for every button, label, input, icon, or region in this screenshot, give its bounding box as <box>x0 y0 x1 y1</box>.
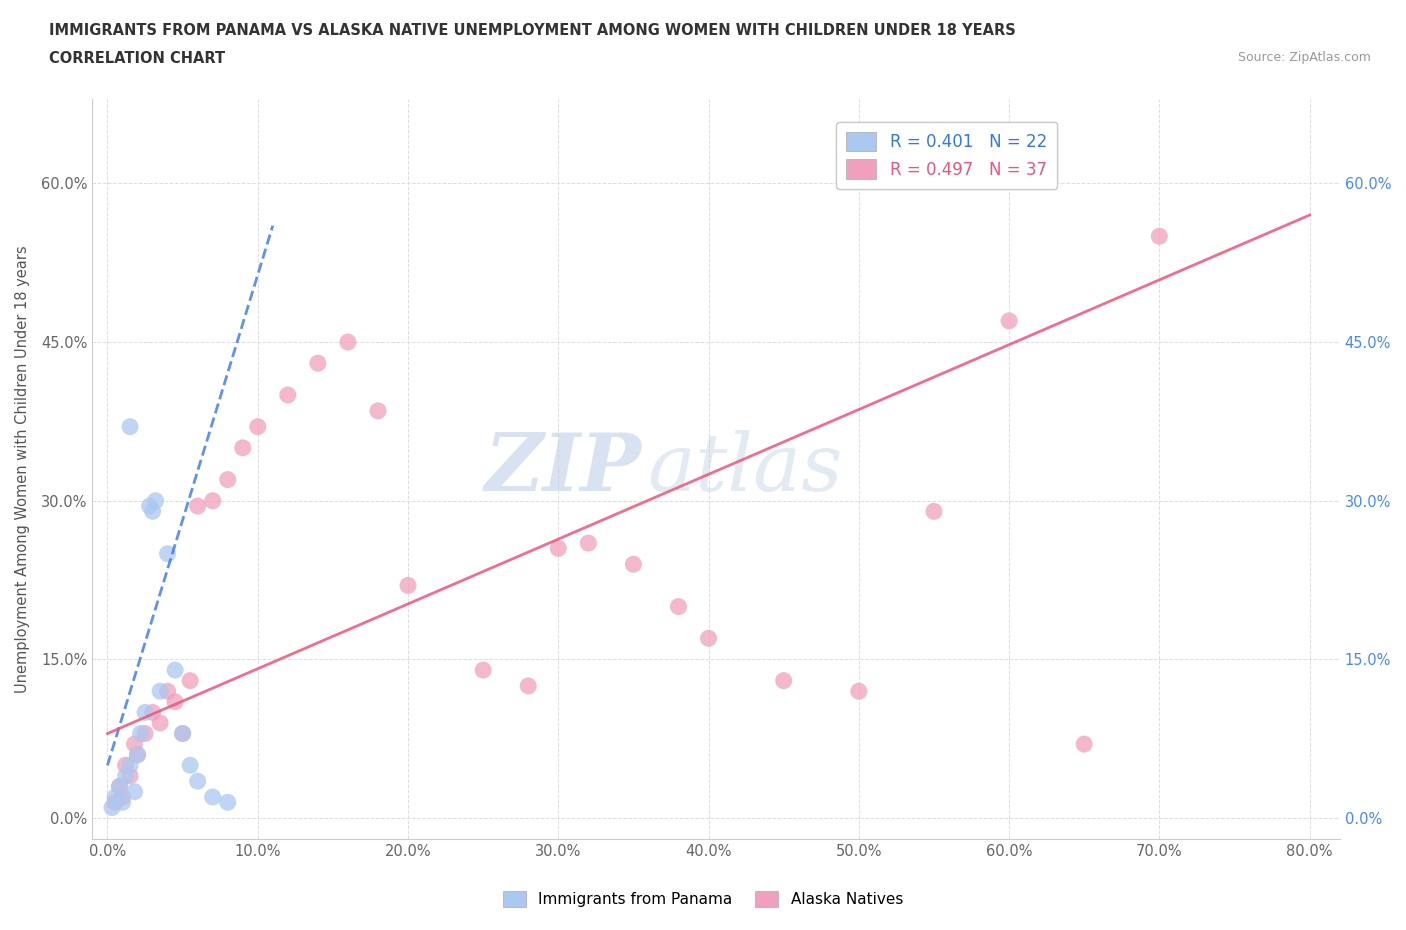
Point <box>118 768 141 783</box>
Point <box>547 541 569 556</box>
Point <box>124 737 146 751</box>
Point <box>172 726 194 741</box>
Point <box>396 578 419 592</box>
Point <box>922 504 945 519</box>
Point <box>165 695 187 710</box>
Point <box>1073 737 1095 751</box>
Point <box>187 774 209 789</box>
Point <box>111 790 134 804</box>
Point <box>104 795 127 810</box>
Point <box>145 493 167 508</box>
Point <box>697 631 720 645</box>
Point <box>127 747 149 762</box>
Point <box>165 662 187 677</box>
Point <box>277 388 299 403</box>
Point <box>517 679 540 694</box>
Legend: Immigrants from Panama, Alaska Natives: Immigrants from Panama, Alaska Natives <box>496 884 910 913</box>
Point <box>118 419 141 434</box>
Point <box>142 705 165 720</box>
Point <box>138 498 160 513</box>
Point <box>114 758 136 773</box>
Point <box>1149 229 1171 244</box>
Text: atlas: atlas <box>647 431 842 508</box>
Point <box>149 684 172 698</box>
Point <box>472 662 495 677</box>
Point <box>848 684 870 698</box>
Point <box>156 546 179 561</box>
Point <box>129 726 152 741</box>
Point <box>336 335 359 350</box>
Point <box>246 419 269 434</box>
Text: IMMIGRANTS FROM PANAMA VS ALASKA NATIVE UNEMPLOYMENT AMONG WOMEN WITH CHILDREN U: IMMIGRANTS FROM PANAMA VS ALASKA NATIVE … <box>49 23 1017 38</box>
Text: CORRELATION CHART: CORRELATION CHART <box>49 51 225 66</box>
Point <box>156 684 179 698</box>
Point <box>998 313 1021 328</box>
Point <box>124 784 146 799</box>
Point <box>127 747 149 762</box>
Point <box>104 790 127 804</box>
Point <box>114 768 136 783</box>
Point <box>668 599 690 614</box>
Point <box>149 715 172 730</box>
Point <box>108 779 131 794</box>
Point <box>108 779 131 794</box>
Point <box>217 472 239 487</box>
Point <box>201 493 224 508</box>
Point <box>367 404 389 418</box>
Point <box>772 673 794 688</box>
Point <box>232 441 254 456</box>
Point <box>623 557 645 572</box>
Text: ZIP: ZIP <box>484 431 641 508</box>
Point <box>111 795 134 810</box>
Text: Source: ZipAtlas.com: Source: ZipAtlas.com <box>1237 51 1371 64</box>
Point <box>217 795 239 810</box>
Point <box>101 800 124 815</box>
Point <box>201 790 224 804</box>
Point <box>179 673 201 688</box>
Point <box>179 758 201 773</box>
Point <box>307 356 329 371</box>
Legend: R = 0.401   N = 22, R = 0.497   N = 37: R = 0.401 N = 22, R = 0.497 N = 37 <box>837 122 1057 189</box>
Point <box>134 705 156 720</box>
Point <box>118 758 141 773</box>
Point <box>187 498 209 513</box>
Point <box>172 726 194 741</box>
Y-axis label: Unemployment Among Women with Children Under 18 years: Unemployment Among Women with Children U… <box>15 246 30 693</box>
Point <box>576 536 599 551</box>
Point <box>142 504 165 519</box>
Point <box>134 726 156 741</box>
